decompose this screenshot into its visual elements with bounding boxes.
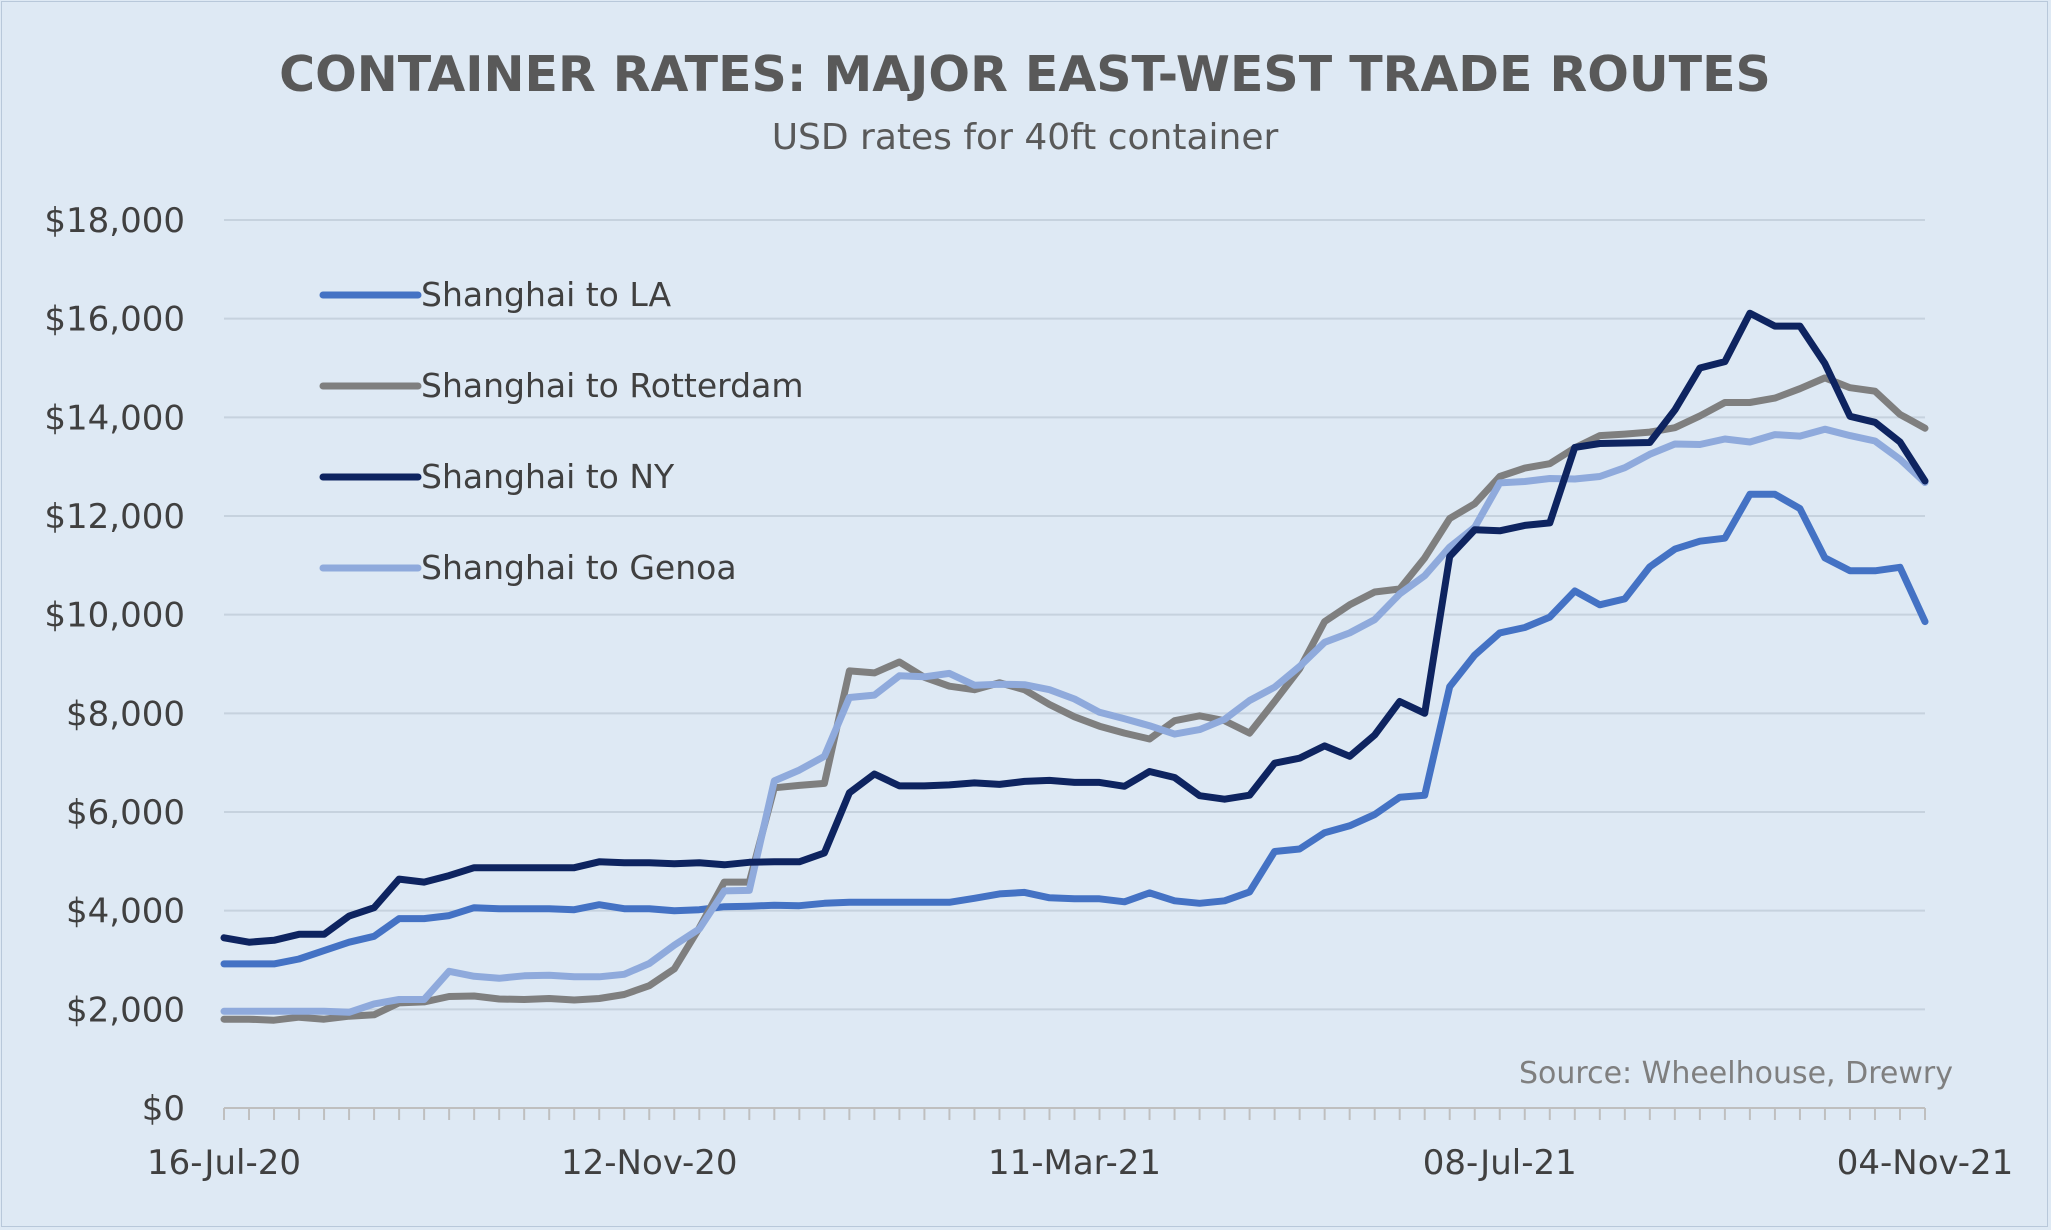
series-line-shanghai-to-ny bbox=[220, 309, 1929, 946]
y-tick-label: $14,000 bbox=[44, 398, 185, 438]
y-tick-label: $0 bbox=[142, 1089, 185, 1129]
source-note: Source: Wheelhouse, Drewry bbox=[1519, 1056, 1953, 1091]
y-tick-label: $12,000 bbox=[44, 497, 185, 537]
x-tick-label: 11-Mar-21 bbox=[988, 1143, 1161, 1183]
y-tick-label: $6,000 bbox=[66, 793, 185, 833]
y-tick-label: $18,000 bbox=[44, 201, 185, 241]
chart-subtitle: USD rates for 40ft container bbox=[772, 117, 1279, 158]
y-tick-label: $10,000 bbox=[44, 596, 185, 636]
y-axis: $0 $2,000 $4,000 $6,000 $8,000 $10,000 $12,000… bbox=[44, 201, 185, 1129]
y-tick-label: $16,000 bbox=[44, 300, 185, 340]
legend-label: Shanghai to Genoa bbox=[421, 548, 737, 587]
y-tick-label: $8,000 bbox=[66, 694, 185, 734]
legend: Shanghai to LA Shanghai to Rotterdam Shang… bbox=[319, 275, 803, 587]
x-axis: 16-Jul-20 12-Nov-20 11-Mar-21 08-Jul-21 04-N… bbox=[147, 1107, 2014, 1183]
legend-label: Shanghai to LA bbox=[421, 275, 672, 314]
series-lines bbox=[220, 309, 1929, 1024]
series-line-shanghai-to-rotterdam bbox=[220, 374, 1929, 1024]
x-tick-label: 04-Nov-21 bbox=[1837, 1143, 2014, 1183]
x-tick-label: 12-Nov-20 bbox=[561, 1143, 738, 1183]
y-tick-label: $4,000 bbox=[66, 892, 185, 932]
x-tick-label: 08-Jul-21 bbox=[1423, 1143, 1577, 1183]
y-tick-label: $2,000 bbox=[66, 990, 185, 1030]
legend-label: Shanghai to Rotterdam bbox=[421, 366, 803, 405]
gridlines bbox=[224, 219, 1925, 1011]
x-tick-label: 16-Jul-20 bbox=[147, 1143, 301, 1183]
series-line-shanghai-to-genoa bbox=[220, 425, 1929, 1016]
chart-title: CONTAINER RATES: MAJOR EAST-WEST TRADE R… bbox=[279, 46, 1771, 103]
series-line-shanghai-to-la bbox=[220, 490, 1929, 968]
legend-label: Shanghai to NY bbox=[421, 457, 675, 496]
